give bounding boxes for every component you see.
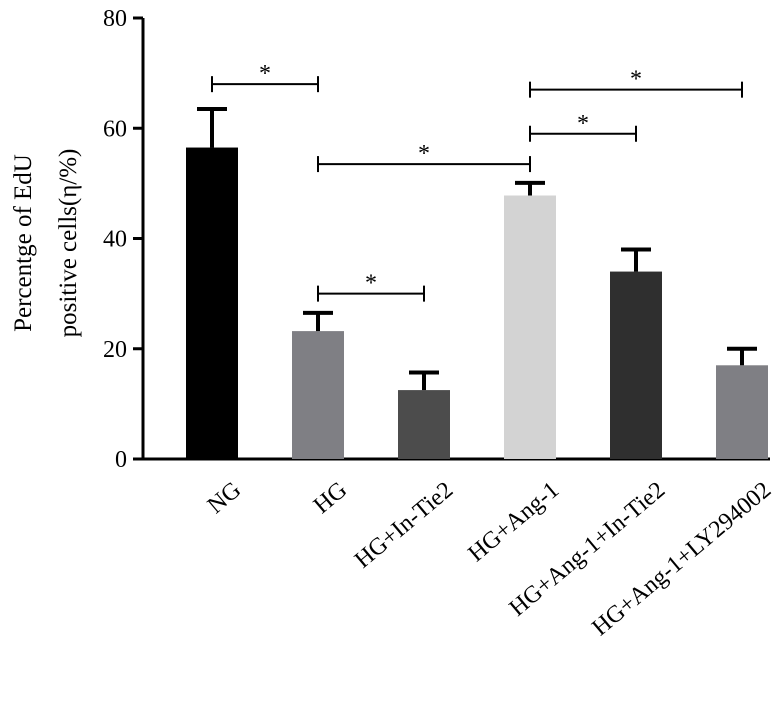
bar: [186, 147, 238, 459]
bar: [398, 390, 450, 459]
y-axis-tick-labels: 0 20 40 60 80: [103, 6, 127, 473]
y-tick-label: 80: [103, 6, 127, 32]
bar: [610, 271, 662, 459]
bar: [292, 331, 344, 459]
significance-star: *: [418, 141, 430, 167]
y-axis-label-line-2: positive cells(η/%): [55, 149, 82, 338]
significance-star: *: [259, 61, 271, 87]
significance-star: *: [630, 67, 642, 93]
x-tick-label: HG+Ang-1: [464, 477, 565, 567]
x-tick-label: NG: [203, 477, 246, 519]
y-axis-label: Percentge of EdU positive cells(η/%): [10, 149, 82, 338]
x-tick-label: HG: [309, 477, 352, 519]
y-tick-label: 0: [115, 447, 127, 473]
x-tick-label: HG+In-Tie2: [350, 477, 458, 574]
y-axis-label-line-1: Percentge of EdU: [10, 154, 37, 332]
significance-star: *: [365, 271, 377, 297]
significance-brackets: * * * * *: [211, 61, 743, 302]
bar: [716, 365, 768, 459]
y-tick-label: 40: [103, 227, 127, 253]
error-bars: [197, 106, 757, 391]
axes: [133, 16, 770, 461]
y-tick-label: 60: [103, 116, 127, 142]
y-tick-label: 20: [103, 337, 127, 363]
bar: [504, 195, 556, 459]
significance-star: *: [577, 111, 589, 137]
bars: [186, 147, 768, 459]
x-tick-label: HG+Ang-1+LY294002: [587, 477, 775, 641]
